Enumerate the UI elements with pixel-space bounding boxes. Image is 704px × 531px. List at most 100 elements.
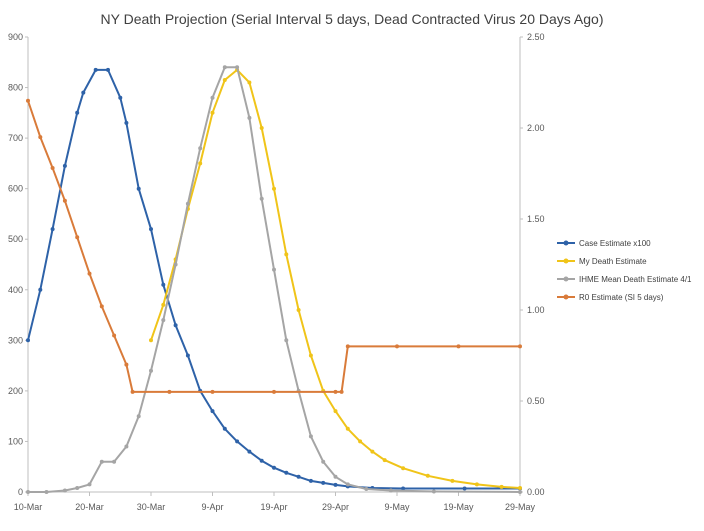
data-point	[99, 304, 104, 309]
data-point	[210, 95, 215, 100]
x-tick-label: 9-Apr	[201, 502, 223, 512]
data-point	[167, 389, 172, 394]
x-tick-label: 19-May	[443, 502, 474, 512]
data-point	[26, 490, 30, 494]
data-point	[284, 338, 289, 343]
legend-entry: Case Estimate x100	[579, 239, 651, 248]
data-point	[339, 389, 344, 394]
y-left-tick-label: 500	[8, 234, 23, 244]
data-point	[210, 389, 215, 394]
data-point	[358, 439, 363, 444]
data-point	[247, 449, 252, 454]
y-right-tick-label: 1.00	[527, 305, 545, 315]
data-point	[93, 67, 98, 72]
legend-swatch-marker	[563, 294, 569, 300]
series-3	[26, 98, 522, 394]
y-left-tick-label: 600	[8, 184, 23, 194]
x-tick-label: 30-Mar	[137, 502, 166, 512]
data-point	[50, 166, 55, 170]
data-point	[272, 186, 276, 191]
y-right-tick-label: 0.50	[527, 396, 545, 406]
data-point	[112, 333, 117, 338]
data-point	[38, 287, 43, 292]
data-point	[75, 110, 80, 115]
data-point	[222, 78, 227, 82]
data-point	[284, 252, 289, 257]
data-point	[518, 344, 522, 349]
data-point	[308, 478, 313, 483]
data-point	[222, 426, 227, 431]
y-left-tick-label: 800	[8, 83, 23, 93]
chart-title: NY Death Projection (Serial Interval 5 d…	[101, 11, 604, 27]
y-left-tick-label: 400	[8, 285, 23, 295]
data-point	[321, 480, 326, 485]
data-point	[235, 439, 240, 444]
data-point	[26, 338, 30, 343]
data-point	[87, 271, 92, 276]
data-point	[161, 282, 166, 287]
data-point	[333, 474, 338, 479]
data-point	[75, 486, 80, 490]
x-tick-label: 20-Mar	[75, 502, 104, 512]
data-point	[44, 490, 49, 494]
data-point	[364, 487, 369, 491]
data-point	[87, 482, 92, 487]
data-point	[518, 490, 522, 494]
data-point	[124, 120, 129, 125]
data-point	[333, 389, 338, 394]
data-point	[401, 486, 406, 491]
data-point	[99, 459, 104, 464]
y-right-tick-label: 2.00	[527, 123, 545, 133]
legend-entry: IHME Mean Death Estimate 4/1	[579, 275, 692, 284]
data-point	[118, 95, 123, 100]
data-point	[235, 65, 240, 70]
data-point	[284, 470, 289, 475]
data-point	[345, 344, 350, 349]
series-2	[26, 65, 522, 494]
data-point	[388, 488, 393, 493]
data-point	[222, 65, 227, 70]
data-point	[333, 482, 338, 487]
data-point	[395, 344, 399, 349]
legend-entry: R0 Estimate (SI 5 days)	[579, 293, 664, 302]
data-point	[210, 110, 215, 115]
data-point	[50, 227, 55, 232]
data-point	[308, 434, 313, 439]
data-point	[308, 353, 313, 358]
data-point	[259, 458, 264, 463]
data-point	[136, 186, 141, 191]
y-left-tick-label: 300	[8, 335, 23, 345]
data-point	[499, 484, 504, 489]
data-point	[462, 486, 467, 491]
data-point	[185, 201, 190, 206]
x-tick-label: 9-May	[384, 502, 410, 512]
y-left-tick-label: 100	[8, 436, 23, 446]
data-point	[247, 115, 252, 120]
data-point	[210, 409, 215, 414]
data-point	[161, 302, 166, 307]
data-point	[345, 426, 350, 431]
data-point	[149, 368, 153, 373]
y-left-tick-label: 0	[18, 487, 23, 497]
data-point	[259, 196, 264, 201]
data-point	[62, 198, 67, 203]
y-right-tick-label: 1.50	[527, 214, 545, 224]
data-point	[345, 482, 350, 487]
data-point	[450, 478, 455, 483]
data-point	[173, 323, 178, 328]
data-point	[161, 318, 166, 323]
legend-entry: My Death Estimate	[579, 257, 647, 266]
data-point	[272, 465, 276, 470]
series-line	[27, 68, 520, 490]
data-point	[247, 80, 252, 85]
y-left-tick-label: 700	[8, 133, 23, 143]
data-point	[26, 98, 30, 103]
data-point	[81, 90, 86, 95]
legend: Case Estimate x100 My Death Estimate IHME …	[557, 239, 692, 302]
data-point	[38, 135, 43, 140]
data-point	[149, 227, 153, 232]
y-left-tick-label: 900	[8, 32, 23, 42]
data-point	[474, 482, 479, 487]
data-point	[130, 389, 135, 394]
